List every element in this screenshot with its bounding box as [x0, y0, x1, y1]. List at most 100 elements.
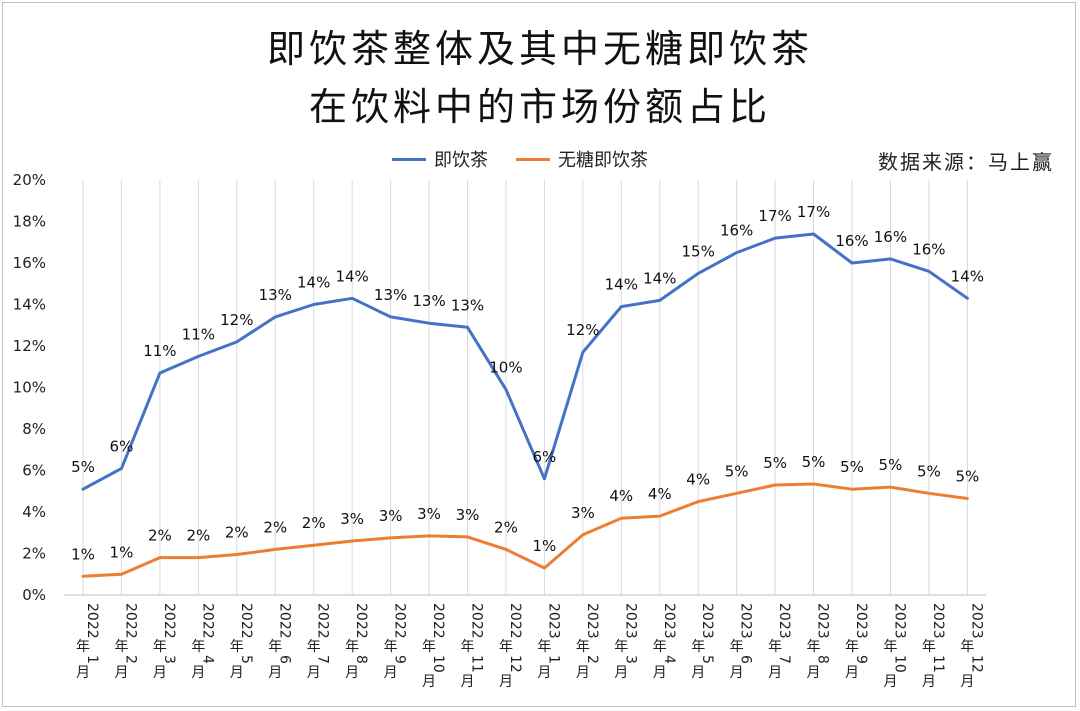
x-tick-month: 1: [545, 655, 561, 664]
x-tick-month-char: 月: [922, 674, 936, 690]
data-label-series2: 5%: [955, 468, 979, 486]
data-label-series2: 3%: [340, 510, 364, 528]
y-tick-label: 2%: [22, 545, 46, 563]
x-tick-month-char: 月: [422, 674, 436, 690]
y-axis-ticks: 0% 2% 4% 6% 8% 10% 12% 14% 16% 18% 20%: [13, 171, 46, 604]
x-tick-month-char: 月: [384, 665, 398, 681]
data-label-series1: 16%: [835, 232, 868, 250]
x-tick-month-char: 月: [345, 665, 359, 681]
x-tick-year: 2023: [699, 603, 715, 639]
data-label-series2: 5%: [802, 453, 826, 471]
data-label-series1: 6%: [533, 448, 557, 466]
x-tick-year-char: 年: [691, 639, 705, 655]
chart-title-line2: 在饮料中的市场份额占比: [308, 85, 771, 129]
x-tick-year-char: 年: [499, 639, 513, 655]
x-tick-month-char: 月: [653, 665, 667, 681]
x-tick-month: 5: [699, 655, 715, 664]
data-label-series1: 12%: [566, 321, 599, 339]
data-label-series2: 3%: [379, 507, 403, 525]
x-tick-year-char: 年: [384, 639, 398, 655]
legend-swatch-series1: [392, 157, 426, 161]
x-tick-year: 2022: [122, 603, 138, 639]
y-tick-label: 14%: [13, 296, 46, 314]
x-tick-year: 2023: [930, 603, 946, 639]
x-tick-month-char: 月: [191, 665, 205, 681]
data-label-series2: 2%: [263, 518, 287, 536]
x-tick-year: 2023: [738, 603, 754, 639]
data-label-series2: 1%: [71, 545, 95, 563]
y-tick-label: 0%: [22, 586, 46, 604]
data-labels: 5% 6% 11% 11% 12% 13% 14% 14% 13% 13% 13% 10% 6% 12% 1…: [71, 203, 984, 563]
data-label-series1: 14%: [605, 276, 638, 294]
legend-item-series1: 即饮茶: [392, 146, 488, 172]
x-tick-year-char: 年: [114, 639, 128, 655]
data-source: 数据来源：马上赢: [878, 150, 1054, 174]
data-label-series2: 3%: [456, 506, 480, 524]
y-tick-label: 8%: [22, 420, 46, 438]
series-lines: [81, 232, 969, 578]
x-tick-year-char: 年: [922, 639, 936, 655]
data-label-series1: 14%: [643, 269, 676, 287]
x-tick-year: 2022: [276, 603, 292, 639]
y-tick-label: 10%: [13, 379, 46, 397]
legend-label-series2: 无糖即饮茶: [558, 150, 648, 171]
data-label-series2: 2%: [225, 524, 249, 542]
legend-swatch-series2: [516, 157, 550, 161]
x-tick-month-char: 月: [153, 665, 167, 681]
x-tick-year-char: 年: [230, 639, 244, 655]
y-tick-label: 12%: [13, 337, 46, 355]
x-tick-year-char: 年: [768, 639, 782, 655]
x-tick-month: 11: [469, 655, 485, 673]
y-tick-label: 18%: [13, 213, 46, 231]
x-tick-month: 10: [891, 655, 907, 673]
x-tick-month-char: 月: [76, 665, 90, 681]
data-label-series1: 13%: [412, 292, 445, 310]
data-label-series1: 13%: [374, 286, 407, 304]
x-tick-month: 2: [122, 655, 138, 664]
data-label-series1: 11%: [143, 342, 176, 360]
data-label-series2: 2%: [302, 514, 326, 532]
x-tick-month: 6: [738, 655, 754, 664]
x-tick-month-char: 月: [807, 665, 821, 681]
x-tick-year: 2022: [507, 603, 523, 639]
x-tick-month: 10: [430, 655, 446, 673]
x-tick-month: 6: [276, 655, 292, 664]
data-label-series1: 14%: [335, 267, 368, 285]
x-tick-month: 3: [622, 655, 638, 664]
data-label-series2: 1%: [110, 543, 134, 561]
data-label-series1: 5%: [71, 458, 95, 476]
legend-label-series1: 即饮茶: [434, 150, 488, 171]
x-tick-year-char: 年: [191, 639, 205, 655]
x-tick-year-char: 年: [307, 639, 321, 655]
data-label-series2: 5%: [763, 454, 787, 472]
series-line-2: [81, 482, 969, 578]
x-tick-year: 2023: [584, 603, 600, 639]
x-tick-year: 2022: [315, 603, 331, 639]
data-label-series2: 5%: [879, 456, 903, 474]
data-label-series1: 12%: [220, 311, 253, 329]
x-tick-month-char: 月: [230, 665, 244, 681]
data-label-series1: 10%: [489, 359, 522, 377]
x-tick-month: 4: [661, 655, 677, 664]
x-tick-month-char: 月: [730, 665, 744, 681]
x-tick-month-char: 月: [461, 674, 475, 690]
x-axis-labels: 2022年1月2022年2月2022年3月2022年4月2022年5月2022年…: [76, 603, 984, 690]
y-tick-label: 4%: [22, 503, 46, 521]
x-tick-month-char: 月: [960, 674, 974, 690]
x-tick-month: 7: [315, 655, 331, 664]
x-tick-year-char: 年: [76, 639, 90, 655]
x-tick-month-char: 月: [114, 665, 128, 681]
x-tick-year: 2022: [353, 603, 369, 639]
y-tick-label: 16%: [13, 254, 46, 272]
